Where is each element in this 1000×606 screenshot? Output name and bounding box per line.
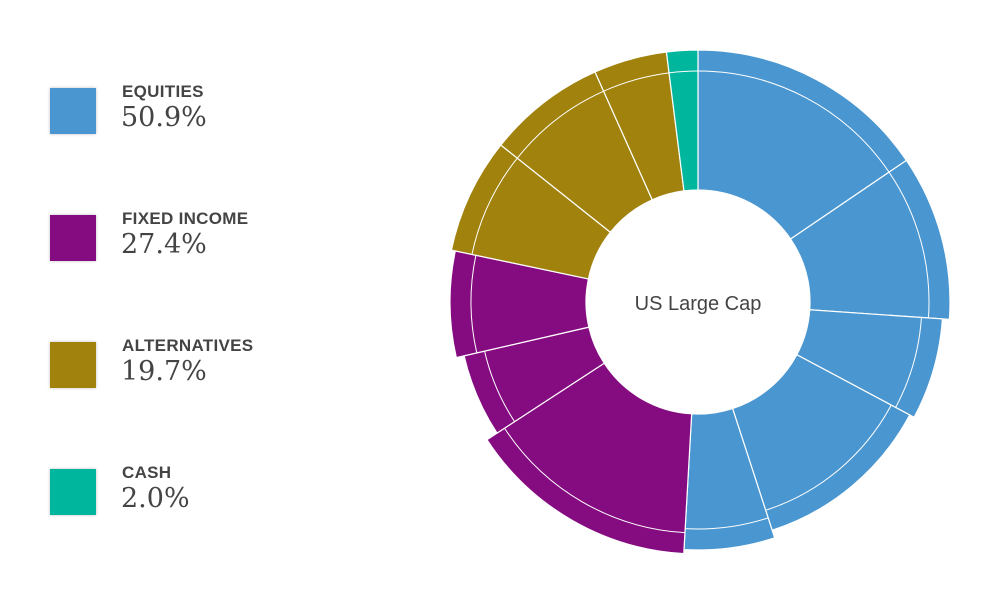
donut-slice-ring-11 bbox=[668, 70, 699, 74]
donut-slice-ring-10 bbox=[603, 72, 670, 92]
donut-slice-ring-0 bbox=[697, 70, 890, 173]
legend-swatch-equities bbox=[50, 88, 96, 134]
legend-label-cash: CASH bbox=[122, 463, 172, 482]
donut-slice-equities-1 bbox=[789, 159, 951, 321]
donut-center-label: US Large Cap bbox=[635, 293, 762, 315]
legend-swatch-alternatives bbox=[50, 342, 96, 388]
donut-slice-ring-9 bbox=[516, 90, 604, 159]
donut-slice-ring-2 bbox=[895, 317, 922, 408]
legend-value-cash: 2.0% bbox=[121, 483, 190, 514]
donut-slice-ring-6 bbox=[484, 351, 515, 422]
donut-slice-ring-4 bbox=[685, 517, 769, 530]
legend: EQUITIES 50.9% FIXED INCOME 27.4% ALTERN… bbox=[0, 0, 400, 606]
legend-label-equities: EQUITIES bbox=[122, 82, 204, 101]
donut-slice-equities-2 bbox=[796, 309, 944, 419]
legend-value-equities: 50.9% bbox=[121, 102, 207, 133]
donut-slice-ring-1 bbox=[888, 171, 930, 318]
donut-slice-cash-11 bbox=[665, 49, 699, 192]
donut-slice-ring-8 bbox=[471, 157, 518, 255]
legend-swatch-fixed-income bbox=[50, 215, 96, 261]
legend-value-alternatives: 19.7% bbox=[121, 356, 207, 387]
donut-slice-ring-7 bbox=[470, 255, 478, 354]
legend-label-alternatives: ALTERNATIVES bbox=[122, 336, 254, 355]
donut-slice-ring-5 bbox=[504, 427, 685, 534]
legend-swatch-cash bbox=[50, 469, 96, 515]
legend-label-fixed-income: FIXED INCOME bbox=[122, 209, 249, 228]
donut-slice-equities-3 bbox=[731, 353, 911, 532]
donut-slices bbox=[449, 49, 951, 555]
donut-slice-fixed-income-5 bbox=[486, 362, 693, 555]
donut-slice-ring-3 bbox=[765, 404, 892, 511]
legend-value-fixed-income: 27.4% bbox=[121, 229, 207, 260]
donut-slice-equities-0 bbox=[697, 49, 908, 240]
